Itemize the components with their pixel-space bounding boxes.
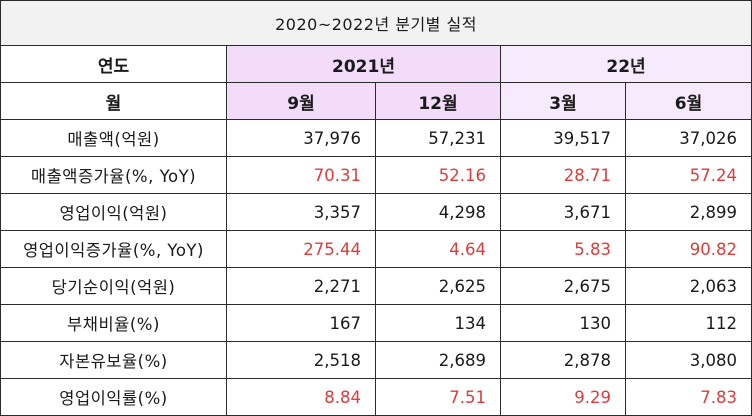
year-header-22: 22년: [499, 45, 752, 83]
value-cell: 5.83: [500, 230, 626, 268]
table-title: 2020~2022년 분기별 실적: [0, 0, 752, 46]
month-header-cell: 3월: [500, 82, 626, 120]
value-cell: 2,625: [375, 267, 501, 305]
row-label: 영업이익(억원): [0, 193, 227, 231]
value-cell: 275.44: [226, 230, 376, 268]
value-cell: 90.82: [624, 230, 752, 268]
value-cell: 2,518: [226, 341, 376, 379]
month-header-cell: 9월: [226, 82, 376, 120]
table-row: 당기순이익(억원) 2,271 2,625 2,675 2,063: [0, 267, 752, 305]
value-cell: 9.29: [500, 378, 626, 416]
value-cell: 2,689: [375, 341, 501, 379]
value-cell: 2,899: [624, 193, 752, 231]
row-label: 자본유보율(%): [0, 341, 227, 379]
value-cell: 134: [375, 304, 501, 342]
month-header-cell: 6월: [624, 82, 752, 120]
month-header-row: 월 9월 12월 3월 6월: [0, 82, 752, 120]
value-cell: 4,298: [375, 193, 501, 231]
row-label: 당기순이익(억원): [0, 267, 227, 305]
table-row: 영업이익증가율(%, YoY) 275.44 4.64 5.83 90.82: [0, 230, 752, 268]
table-row: 부채비율(%) 167 134 130 112: [0, 304, 752, 342]
value-cell: 7.83: [624, 378, 752, 416]
value-cell: 3,357: [226, 193, 376, 231]
value-cell: 167: [226, 304, 376, 342]
year-header-2021: 2021년: [226, 45, 501, 83]
value-cell: 70.31: [226, 156, 376, 194]
year-header-row: 연도 2021년 22년: [0, 45, 752, 83]
table-row: 매출액(억원) 37,976 57,231 39,517 37,026: [0, 119, 752, 157]
row-label: 부채비율(%): [0, 304, 227, 342]
value-cell: 3,080: [624, 341, 752, 379]
value-cell: 130: [500, 304, 626, 342]
month-header-cell: 12월: [375, 82, 501, 120]
row-label: 매출액증가율(%, YoY): [0, 156, 227, 194]
value-cell: 57.24: [624, 156, 752, 194]
table-row: 자본유보율(%) 2,518 2,689 2,878 3,080: [0, 341, 752, 379]
value-cell: 2,878: [500, 341, 626, 379]
value-cell: 8.84: [226, 378, 376, 416]
table-row: 영업이익률(%) 8.84 7.51 9.29 7.83: [0, 378, 752, 416]
table-row: 영업이익(억원) 3,357 4,298 3,671 2,899: [0, 193, 752, 231]
value-cell: 28.71: [500, 156, 626, 194]
value-cell: 37,026: [624, 119, 752, 157]
value-cell: 2,271: [226, 267, 376, 305]
value-cell: 52.16: [375, 156, 501, 194]
value-cell: 2,675: [500, 267, 626, 305]
value-cell: 57,231: [375, 119, 501, 157]
value-cell: 3,671: [500, 193, 626, 231]
value-cell: 112: [624, 304, 752, 342]
table-body: 매출액(억원) 37,976 57,231 39,517 37,026 매출액증가율(%,…: [0, 119, 752, 416]
row-label: 매출액(억원): [0, 119, 227, 157]
value-cell: 4.64: [375, 230, 501, 268]
month-header-label: 월: [0, 82, 227, 120]
title-row: 2020~2022년 분기별 실적: [0, 0, 752, 46]
value-cell: 2,063: [624, 267, 752, 305]
table-row: 매출액증가율(%, YoY) 70.31 52.16 28.71 57.24: [0, 156, 752, 194]
row-label: 영업이익률(%): [0, 378, 227, 416]
row-label: 영업이익증가율(%, YoY): [0, 230, 227, 268]
value-cell: 37,976: [226, 119, 376, 157]
year-header-label: 연도: [0, 45, 227, 83]
value-cell: 7.51: [375, 378, 501, 416]
value-cell: 39,517: [500, 119, 626, 157]
